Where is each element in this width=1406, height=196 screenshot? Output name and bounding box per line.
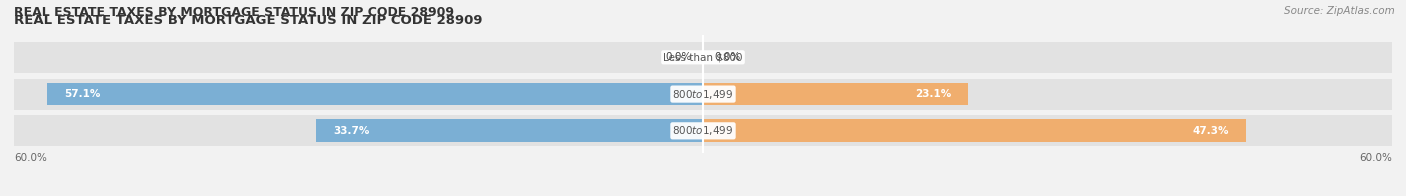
Bar <box>14 79 1392 110</box>
Bar <box>703 83 969 105</box>
Text: 47.3%: 47.3% <box>1192 126 1229 136</box>
Bar <box>316 119 703 142</box>
Text: 0.0%: 0.0% <box>665 52 692 62</box>
Bar <box>14 115 1392 146</box>
Text: REAL ESTATE TAXES BY MORTGAGE STATUS IN ZIP CODE 28909: REAL ESTATE TAXES BY MORTGAGE STATUS IN … <box>14 6 454 19</box>
Bar <box>703 119 1246 142</box>
Text: 33.7%: 33.7% <box>333 126 370 136</box>
Text: 60.0%: 60.0% <box>1360 153 1392 163</box>
Bar <box>48 83 703 105</box>
Text: Less than $800: Less than $800 <box>664 52 742 62</box>
Text: Source: ZipAtlas.com: Source: ZipAtlas.com <box>1284 6 1395 16</box>
Text: $800 to $1,499: $800 to $1,499 <box>672 88 734 101</box>
Text: 0.0%: 0.0% <box>714 52 741 62</box>
Text: 23.1%: 23.1% <box>915 89 950 99</box>
Text: 60.0%: 60.0% <box>14 153 46 163</box>
Bar <box>14 42 1392 73</box>
Text: 57.1%: 57.1% <box>65 89 101 99</box>
Text: $800 to $1,499: $800 to $1,499 <box>672 124 734 137</box>
Text: REAL ESTATE TAXES BY MORTGAGE STATUS IN ZIP CODE 28909: REAL ESTATE TAXES BY MORTGAGE STATUS IN … <box>14 14 482 27</box>
